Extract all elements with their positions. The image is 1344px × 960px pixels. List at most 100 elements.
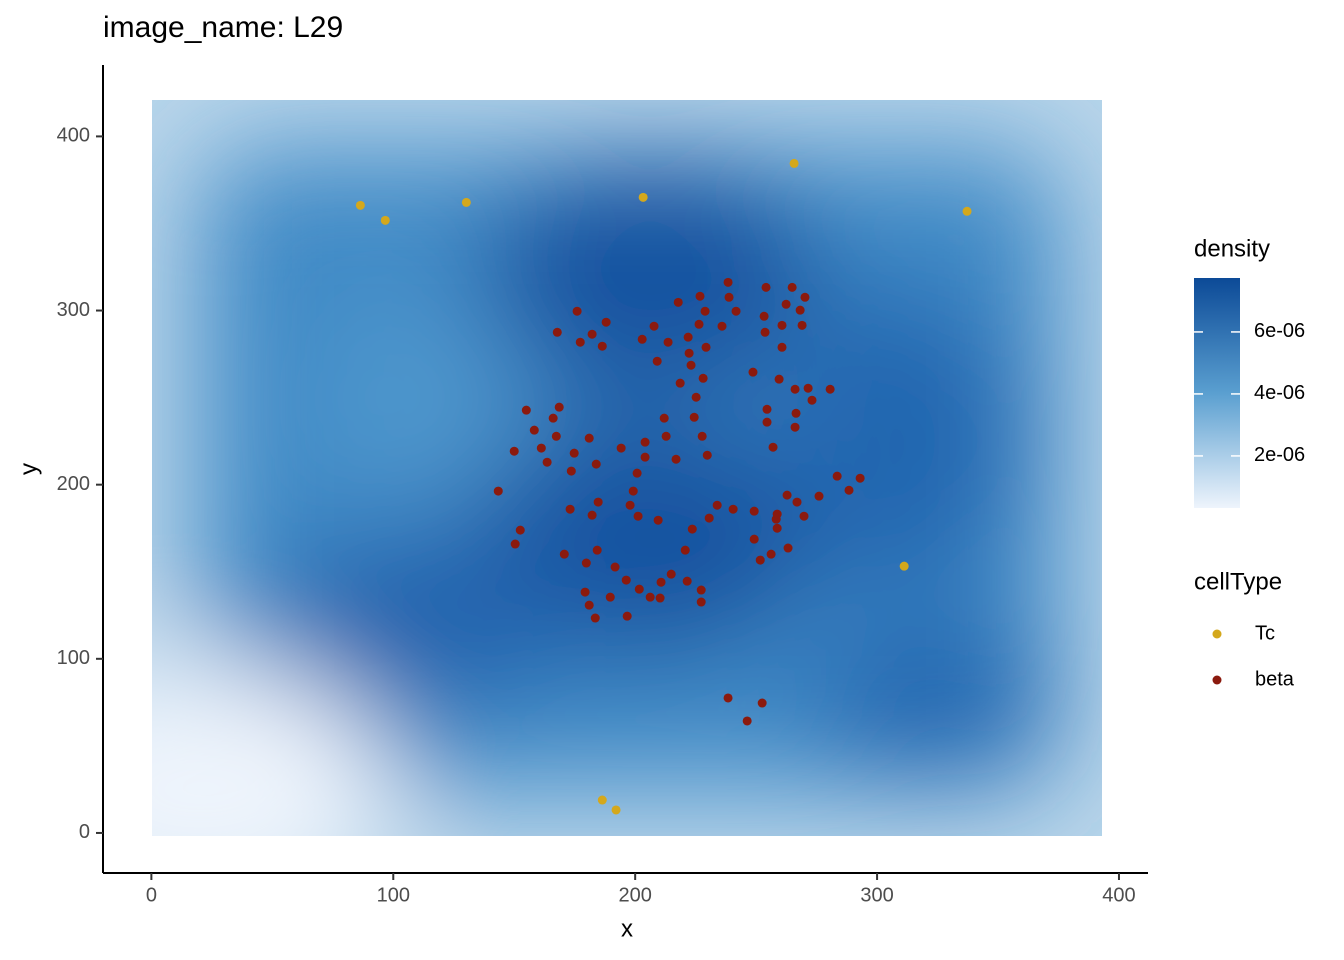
x-tick-label: 200 — [618, 884, 651, 906]
density-legend-title: density — [1194, 235, 1270, 262]
point — [587, 329, 597, 339]
point — [597, 341, 607, 351]
point — [611, 805, 621, 815]
point — [855, 473, 865, 483]
point — [774, 374, 784, 384]
point — [633, 511, 643, 521]
point — [799, 511, 809, 521]
point — [772, 523, 782, 533]
point — [702, 450, 712, 460]
x-tick-label: 0 — [146, 884, 157, 906]
point — [675, 378, 685, 388]
point — [759, 311, 769, 321]
point — [640, 452, 650, 462]
point — [461, 197, 471, 207]
point — [781, 299, 791, 309]
point — [684, 348, 694, 358]
point — [580, 587, 590, 597]
point — [380, 215, 390, 225]
density-raster — [152, 100, 1102, 836]
point — [748, 367, 758, 377]
point — [510, 539, 520, 549]
point — [597, 795, 607, 805]
point — [521, 405, 531, 415]
point — [687, 524, 697, 534]
legend-label: beta — [1255, 668, 1295, 690]
point — [807, 395, 817, 405]
point — [590, 613, 600, 623]
point — [638, 192, 648, 202]
point — [728, 504, 738, 514]
point — [632, 468, 642, 478]
colorbar-tick-label: 4e-06 — [1254, 382, 1305, 404]
point — [723, 277, 733, 287]
point — [575, 337, 585, 347]
point — [515, 525, 525, 535]
point — [787, 282, 797, 292]
point — [584, 600, 594, 610]
point — [825, 384, 835, 394]
x-axis-title: x — [621, 915, 633, 942]
legend-title: cellType — [1194, 568, 1282, 595]
point — [790, 384, 800, 394]
point — [605, 592, 615, 602]
point — [581, 558, 591, 568]
point — [731, 306, 741, 316]
point — [749, 506, 759, 516]
point — [696, 585, 706, 595]
point — [689, 412, 699, 422]
point — [569, 448, 579, 458]
point — [797, 320, 807, 330]
point — [694, 319, 704, 329]
point — [844, 485, 854, 495]
y-tick-label: 0 — [79, 821, 90, 843]
point — [548, 413, 558, 423]
point — [616, 443, 626, 453]
y-tick-label: 200 — [57, 473, 90, 495]
y-tick-label: 400 — [57, 125, 90, 147]
point — [649, 321, 659, 331]
point — [800, 292, 810, 302]
point — [652, 356, 662, 366]
point — [695, 291, 705, 301]
point — [742, 716, 752, 726]
point — [795, 305, 805, 315]
point — [683, 332, 693, 342]
point — [584, 433, 594, 443]
point — [493, 486, 503, 496]
point — [621, 575, 631, 585]
legend-label: Tc — [1255, 622, 1275, 644]
x-tick-label: 400 — [1102, 884, 1135, 906]
point — [749, 534, 759, 544]
point — [792, 497, 802, 507]
point — [601, 317, 611, 327]
point — [655, 593, 665, 603]
point — [637, 334, 647, 344]
point — [782, 490, 792, 500]
point — [592, 545, 602, 555]
point — [783, 543, 793, 553]
point — [723, 693, 733, 703]
point — [625, 500, 635, 510]
point — [610, 562, 620, 572]
point — [777, 342, 787, 352]
point — [587, 510, 597, 520]
legend-marker — [1212, 675, 1222, 685]
legend-marker — [1212, 629, 1222, 639]
point — [762, 417, 772, 427]
point — [772, 509, 782, 519]
point — [832, 471, 842, 481]
point — [789, 158, 799, 168]
point — [697, 431, 707, 441]
colorbar-tick-label: 6e-06 — [1254, 320, 1305, 342]
point — [717, 321, 727, 331]
point — [682, 576, 692, 586]
point — [653, 515, 663, 525]
point — [591, 459, 601, 469]
point — [680, 545, 690, 555]
point — [661, 431, 671, 441]
point — [671, 454, 681, 464]
point — [712, 500, 722, 510]
point — [760, 327, 770, 337]
